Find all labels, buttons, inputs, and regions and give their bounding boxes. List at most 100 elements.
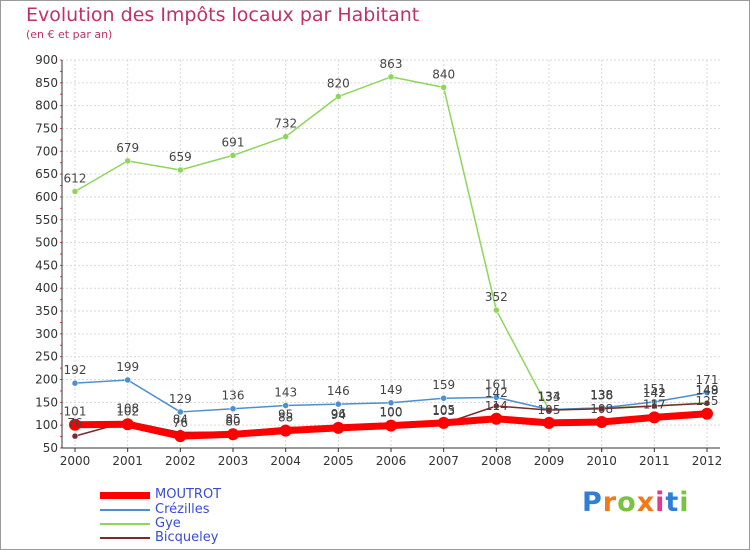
data-label-gye: 691 (222, 135, 245, 149)
data-point-crezilles (703, 389, 711, 397)
data-point-moutrot (385, 419, 397, 432)
x-tick-label: 2009 (534, 454, 565, 468)
y-tick-label: 850 (35, 76, 58, 90)
data-label-gye: 820 (327, 77, 350, 91)
data-label-gye: 863 (380, 57, 403, 71)
data-label-gye: 679 (116, 141, 139, 155)
y-tick-label: 900 (35, 53, 58, 67)
data-point-moutrot (490, 412, 503, 425)
legend-swatch-gye (100, 523, 150, 525)
legend-item-moutrot: MOUTROT (100, 487, 320, 503)
data-point-gye (387, 73, 395, 81)
x-tick-label: 2010 (586, 454, 617, 468)
data-point-crezilles (335, 400, 342, 408)
data-point-gye (493, 306, 500, 314)
data-label-crezilles: 129 (169, 392, 192, 406)
data-point-crezilles (177, 408, 184, 416)
x-tick-label: 2012 (692, 454, 723, 468)
data-point-moutrot (227, 428, 239, 441)
y-tick-label: 600 (35, 190, 58, 204)
y-tick-label: 250 (35, 350, 58, 364)
data-point-crezilles (387, 399, 395, 407)
legend-swatch-bicqueley (100, 537, 150, 539)
data-point-crezilles (282, 402, 289, 409)
data-label-crezilles: 146 (327, 384, 350, 398)
data-label-gye: 134 (538, 390, 561, 404)
y-tick-label: 400 (35, 281, 58, 295)
data-point-gye (71, 188, 79, 195)
legend-item-gye: Gye (100, 516, 320, 532)
data-label-bicqueley: 103 (432, 404, 455, 418)
data-label-crezilles: 151 (643, 382, 666, 396)
data-point-moutrot (121, 418, 134, 431)
data-point-moutrot (701, 407, 713, 420)
y-tick-label: 800 (35, 99, 58, 113)
data-point-moutrot (437, 416, 450, 429)
data-point-bicqueley (545, 406, 553, 414)
logo-letter: x (636, 487, 656, 518)
data-point-moutrot (279, 424, 292, 437)
x-tick-label: 2003 (218, 454, 249, 468)
data-point-bicqueley (703, 400, 711, 407)
data-point-moutrot (595, 415, 608, 428)
data-label-crezilles: 159 (432, 378, 455, 392)
data-label-gye: 732 (274, 117, 297, 131)
x-tick-label: 2000 (60, 454, 91, 468)
logo-letter: i (679, 487, 690, 518)
data-label-moutrot: 105 (432, 403, 455, 417)
legend-label-moutrot: MOUTROT (155, 487, 222, 502)
legend-label-crezilles: Crézilles (155, 502, 210, 517)
data-point-gye (124, 157, 131, 165)
data-label-moutrot: 80 (225, 414, 240, 428)
data-point-moutrot (543, 416, 555, 429)
series (69, 73, 713, 443)
proxiti-logo: Proxiti (582, 487, 690, 518)
x-tick-label: 2004 (270, 454, 301, 468)
chart-subtitle: (en € et par an) (26, 28, 113, 41)
data-label-crezilles: 136 (222, 389, 245, 403)
data-point-moutrot (648, 411, 661, 424)
data-point-crezilles (493, 394, 500, 401)
data-label-crezilles: 171 (696, 373, 719, 387)
data-label-gye: 138 (590, 388, 613, 402)
data-label-bicqueley: 84 (173, 412, 188, 426)
data-label-bicqueley: 96 (331, 407, 346, 421)
data-label-bicqueley: 95 (278, 407, 293, 421)
x-tick-label: 2005 (323, 454, 354, 468)
data-label-bicqueley: 136 (590, 389, 613, 403)
y-tick-label: 50 (43, 441, 58, 455)
y-tick-label: 750 (35, 121, 58, 135)
data-label-crezilles: 161 (485, 377, 508, 391)
axes: 50 100 150 200 250 300 350 400 450 500 550 600 650 70… (35, 53, 722, 468)
data-point-bicqueley (598, 405, 605, 412)
data-point-gye (282, 133, 289, 140)
data-label-crezilles: 149 (380, 383, 403, 397)
data-point-gye (177, 166, 184, 174)
y-tick-label: 350 (35, 304, 58, 318)
data-label-crezilles: 143 (274, 386, 297, 400)
chart-title: Evolution des Impôts locaux par Habitant (26, 4, 420, 26)
data-label-gye: 659 (169, 150, 192, 164)
logo-letter: i (655, 487, 666, 518)
data-label-moutrot: 125 (696, 394, 719, 408)
data-label-moutrot: 105 (538, 403, 561, 417)
data-labels: 101 102 76 80 88 94 100 105 114 105 108 117 125 192 19… (64, 57, 719, 430)
x-tick-label: 2006 (376, 454, 407, 468)
data-point-crezilles (229, 405, 237, 412)
data-label-bicqueley: 85 (225, 412, 240, 426)
x-tick-label: 2002 (165, 454, 196, 468)
logo-letter: r (602, 487, 618, 518)
data-point-crezilles (71, 379, 79, 387)
data-point-moutrot (332, 421, 345, 434)
x-tick-label: 2011 (639, 454, 670, 468)
data-point-moutrot (174, 430, 187, 443)
data-label-moutrot: 108 (590, 402, 613, 416)
data-label-moutrot: 76 (173, 416, 188, 430)
data-label-bicqueley: 142 (643, 386, 666, 400)
x-tick-label: 2007 (428, 454, 459, 468)
data-label-crezilles: 192 (64, 363, 87, 377)
legend-label-gye: Gye (155, 516, 181, 531)
y-tick-label: 100 (35, 418, 58, 432)
data-label-moutrot: 101 (64, 405, 87, 419)
data-label-moutrot: 102 (116, 404, 139, 418)
